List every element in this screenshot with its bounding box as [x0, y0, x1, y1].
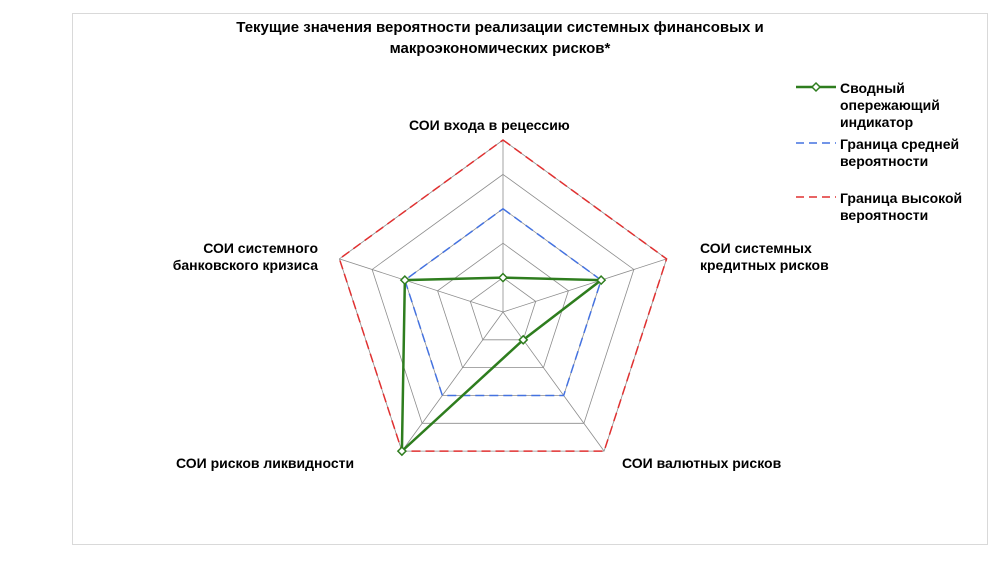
- series-line: [338, 139, 668, 452]
- data-point: [399, 275, 410, 286]
- axis-label-recession: СОИ входа в рецессию: [409, 117, 570, 133]
- axis-label-liquidity-risks: СОИ рисков ликвидности: [176, 455, 355, 471]
- axis-spoke: [401, 311, 504, 452]
- axis-label-currency-risks: СОИ валютных рисков: [622, 455, 782, 471]
- chart-title: Текущие значения вероятности реализации …: [236, 19, 764, 57]
- data-point: [596, 275, 607, 286]
- grid-ring: [437, 242, 569, 369]
- legend-label-high: Граница высокой вероятности: [840, 190, 963, 223]
- legend-label-composite: Сводный опережающий индикатор: [840, 80, 940, 130]
- axis-spoke: [502, 258, 667, 313]
- data-point: [518, 334, 529, 345]
- legend-swatch-high: [796, 196, 836, 198]
- axis-spoke: [502, 311, 605, 452]
- grid-ring: [371, 173, 635, 424]
- grid-ring: [469, 277, 537, 341]
- axis-label-credit-risks: СОИ системных кредитных рисков: [700, 240, 829, 273]
- legend-swatch-medium: [796, 142, 836, 144]
- axis-spoke: [339, 258, 504, 313]
- legend-swatch-composite: [796, 81, 836, 93]
- data-point: [497, 272, 509, 283]
- series-line: [400, 276, 605, 455]
- legend-label-medium: Граница средней вероятности: [840, 136, 960, 169]
- axis-label-banking-crisis: СОИ системного банковского кризиса: [172, 240, 318, 273]
- data-point: [396, 446, 407, 457]
- series-line: [403, 207, 603, 397]
